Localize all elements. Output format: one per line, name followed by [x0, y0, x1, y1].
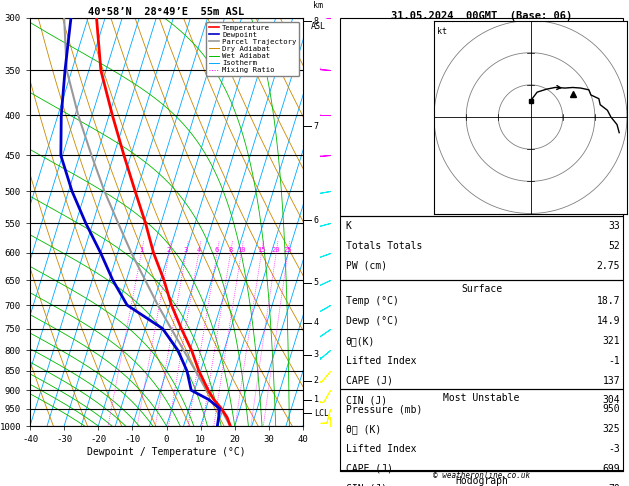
Text: 1: 1	[314, 395, 319, 404]
Text: 52: 52	[608, 241, 620, 251]
Bar	[340, 470, 623, 471]
Text: 3: 3	[184, 247, 188, 253]
Text: 325: 325	[603, 424, 620, 434]
Text: ASL: ASL	[311, 22, 325, 31]
Text: Most Unstable: Most Unstable	[443, 393, 520, 402]
Text: θᴇ (K): θᴇ (K)	[346, 424, 381, 434]
Bar	[340, 389, 623, 471]
Text: 20: 20	[272, 247, 281, 253]
Text: 699: 699	[603, 464, 620, 474]
Text: 70: 70	[608, 484, 620, 486]
Text: Hodograph: Hodograph	[455, 476, 508, 486]
Text: 137: 137	[603, 376, 620, 385]
Text: 8: 8	[314, 17, 319, 26]
Bar	[340, 18, 623, 216]
Text: 14.9: 14.9	[597, 316, 620, 326]
Text: Surface: Surface	[461, 284, 502, 294]
Text: 4: 4	[197, 247, 201, 253]
Text: Temp (°C): Temp (°C)	[346, 296, 399, 306]
Text: 4: 4	[314, 318, 319, 327]
Text: -3: -3	[608, 444, 620, 454]
Text: Totals Totals: Totals Totals	[346, 241, 422, 251]
Text: kt: kt	[437, 27, 447, 36]
Text: 6: 6	[314, 216, 319, 225]
Text: 2.75: 2.75	[597, 261, 620, 271]
Text: 321: 321	[603, 336, 620, 346]
Text: 2: 2	[167, 247, 171, 253]
Text: 950: 950	[603, 404, 620, 414]
Legend: Temperature, Dewpoint, Parcel Trajectory, Dry Adiabat, Wet Adiabat, Isotherm, Mi: Temperature, Dewpoint, Parcel Trajectory…	[206, 21, 299, 76]
Text: 10: 10	[237, 247, 245, 253]
Text: 7: 7	[314, 122, 319, 131]
Text: © weatheronline.co.uk: © weatheronline.co.uk	[433, 471, 530, 480]
X-axis label: Dewpoint / Temperature (°C): Dewpoint / Temperature (°C)	[87, 447, 246, 457]
Text: θᴇ(K): θᴇ(K)	[346, 336, 375, 346]
Text: K: K	[346, 221, 352, 231]
Text: CIN (J): CIN (J)	[346, 396, 387, 405]
Text: Lifted Index: Lifted Index	[346, 444, 416, 454]
Text: LCL: LCL	[314, 409, 329, 418]
Bar	[340, 280, 623, 389]
Text: 15: 15	[257, 247, 265, 253]
Text: 6: 6	[215, 247, 219, 253]
Text: CAPE (J): CAPE (J)	[346, 376, 392, 385]
Text: -1: -1	[608, 356, 620, 365]
Text: Lifted Index: Lifted Index	[346, 356, 416, 365]
Title: 40°58’N  28°49’E  55m ASL: 40°58’N 28°49’E 55m ASL	[89, 7, 245, 17]
Text: 3: 3	[314, 350, 319, 359]
Text: 18.7: 18.7	[597, 296, 620, 306]
Text: 25: 25	[284, 247, 292, 253]
Text: CAPE (J): CAPE (J)	[346, 464, 392, 474]
Text: 8: 8	[228, 247, 233, 253]
Text: CIN (J): CIN (J)	[346, 484, 387, 486]
Text: PW (cm): PW (cm)	[346, 261, 387, 271]
Text: Dewp (°C): Dewp (°C)	[346, 316, 399, 326]
Text: 33: 33	[608, 221, 620, 231]
Text: 31.05.2024  00GMT  (Base: 06): 31.05.2024 00GMT (Base: 06)	[391, 11, 572, 21]
Text: 5: 5	[314, 278, 319, 287]
Text: 1: 1	[139, 247, 143, 253]
Text: km: km	[313, 1, 323, 10]
Text: 2: 2	[314, 376, 319, 385]
Text: Pressure (mb): Pressure (mb)	[346, 404, 422, 414]
Bar	[340, 216, 623, 280]
Text: 304: 304	[603, 396, 620, 405]
